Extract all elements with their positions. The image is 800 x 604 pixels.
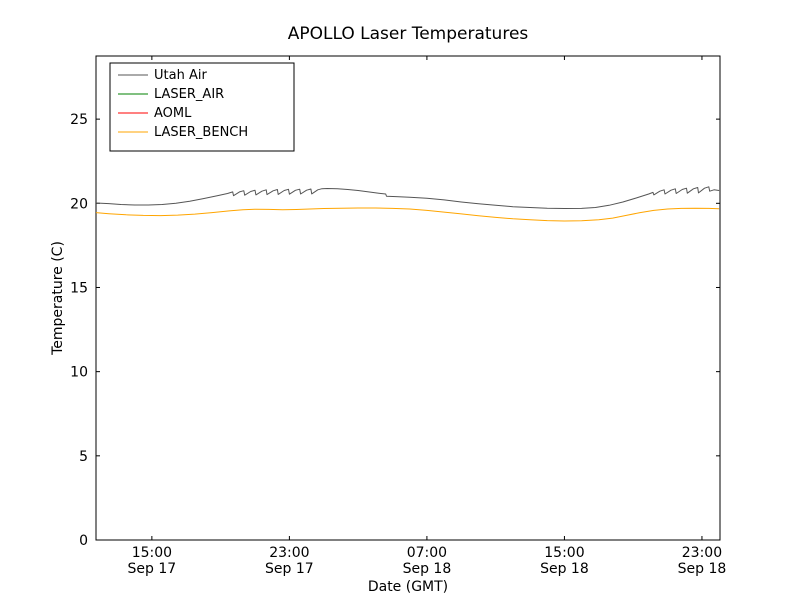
y-tick-label: 10: [70, 365, 88, 381]
x-tick-sublabel: Sep 18: [678, 561, 727, 577]
x-tick-label: 23:00: [269, 545, 309, 561]
x-tick-label: 15:00: [544, 545, 584, 561]
x-tick-sublabel: Sep 17: [128, 561, 177, 577]
x-tick-sublabel: Sep 18: [540, 561, 589, 577]
x-axis-label: Date (GMT): [368, 579, 448, 595]
x-tick-sublabel: Sep 17: [265, 561, 314, 577]
y-tick-label: 20: [70, 196, 88, 212]
y-tick-label: 0: [79, 533, 88, 549]
x-tick-sublabel: Sep 18: [403, 561, 452, 577]
y-axis-label: Temperature (C): [50, 241, 66, 356]
y-tick-label: 5: [79, 449, 88, 465]
legend-label: LASER_BENCH: [154, 125, 248, 140]
legend-box: [109, 62, 295, 152]
legend-label: LASER_AIR: [154, 87, 224, 102]
series-line-utah-air: [95, 186, 720, 209]
legend-label: AOML: [154, 106, 192, 121]
legend-label: Utah Air: [154, 68, 207, 83]
x-tick-label: 07:00: [407, 545, 447, 561]
chart-title: APOLLO Laser Temperatures: [288, 24, 529, 44]
x-tick-label: 15:00: [132, 545, 172, 561]
y-tick-label: 15: [70, 280, 88, 296]
axes-frame: [95, 55, 721, 541]
legend: Utah Air LASER_AIR AOML LASER_BENCH: [109, 62, 295, 152]
x-tick-label: 23:00: [682, 545, 722, 561]
series-line-laser-bench: [95, 207, 720, 222]
y-tick-label: 25: [70, 112, 88, 128]
